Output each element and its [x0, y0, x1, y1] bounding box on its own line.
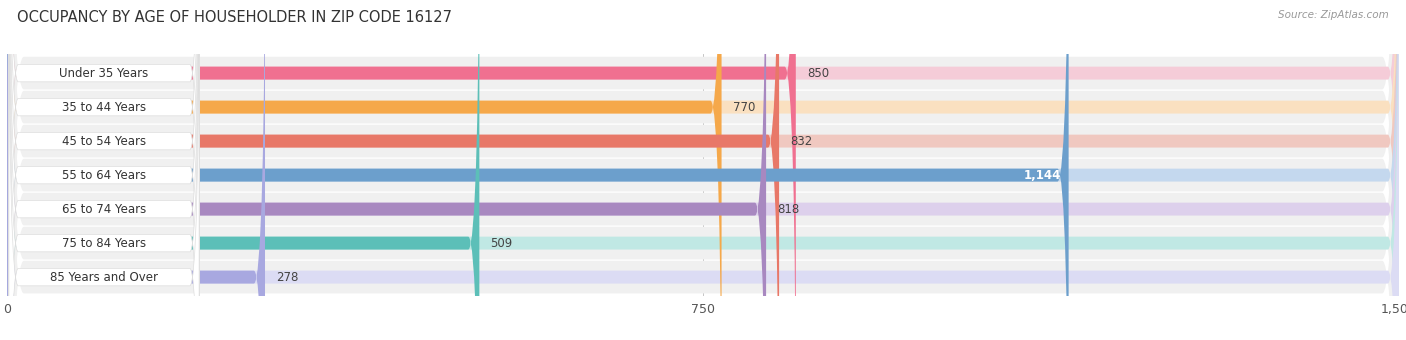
FancyBboxPatch shape	[7, 0, 1399, 340]
Text: 832: 832	[790, 135, 813, 148]
Text: Under 35 Years: Under 35 Years	[59, 67, 149, 80]
FancyBboxPatch shape	[7, 0, 1399, 340]
FancyBboxPatch shape	[7, 0, 1399, 340]
FancyBboxPatch shape	[8, 0, 200, 340]
FancyBboxPatch shape	[7, 0, 1399, 340]
FancyBboxPatch shape	[7, 0, 1399, 340]
FancyBboxPatch shape	[7, 0, 1399, 340]
Text: 45 to 54 Years: 45 to 54 Years	[62, 135, 146, 148]
Text: 65 to 74 Years: 65 to 74 Years	[62, 203, 146, 216]
FancyBboxPatch shape	[7, 0, 264, 340]
FancyBboxPatch shape	[7, 0, 1399, 340]
Text: 818: 818	[778, 203, 800, 216]
FancyBboxPatch shape	[7, 0, 1069, 340]
FancyBboxPatch shape	[8, 0, 200, 340]
FancyBboxPatch shape	[7, 0, 766, 340]
FancyBboxPatch shape	[7, 0, 1399, 340]
FancyBboxPatch shape	[7, 0, 1399, 340]
FancyBboxPatch shape	[7, 0, 721, 340]
FancyBboxPatch shape	[7, 0, 1399, 340]
Text: OCCUPANCY BY AGE OF HOUSEHOLDER IN ZIP CODE 16127: OCCUPANCY BY AGE OF HOUSEHOLDER IN ZIP C…	[17, 10, 451, 25]
Text: 35 to 44 Years: 35 to 44 Years	[62, 101, 146, 114]
Text: 55 to 64 Years: 55 to 64 Years	[62, 169, 146, 182]
Text: 1,144: 1,144	[1024, 169, 1062, 182]
Text: 770: 770	[733, 101, 755, 114]
FancyBboxPatch shape	[7, 0, 779, 340]
Text: 75 to 84 Years: 75 to 84 Years	[62, 237, 146, 250]
Text: 850: 850	[807, 67, 830, 80]
FancyBboxPatch shape	[7, 0, 1399, 340]
FancyBboxPatch shape	[7, 0, 479, 340]
Text: 509: 509	[491, 237, 513, 250]
Text: 85 Years and Over: 85 Years and Over	[51, 271, 157, 284]
FancyBboxPatch shape	[8, 0, 200, 340]
FancyBboxPatch shape	[7, 0, 1399, 340]
Text: 278: 278	[276, 271, 298, 284]
FancyBboxPatch shape	[8, 0, 200, 340]
FancyBboxPatch shape	[7, 0, 796, 340]
FancyBboxPatch shape	[8, 0, 200, 340]
FancyBboxPatch shape	[8, 0, 200, 340]
Text: Source: ZipAtlas.com: Source: ZipAtlas.com	[1278, 10, 1389, 20]
FancyBboxPatch shape	[7, 0, 1399, 340]
FancyBboxPatch shape	[7, 0, 1399, 340]
FancyBboxPatch shape	[8, 0, 200, 340]
